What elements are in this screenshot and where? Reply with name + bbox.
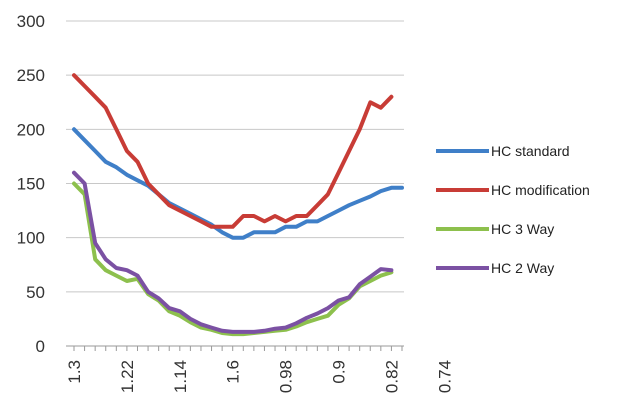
x-axis-ticks: 1.3 1.22 1.14 1.6 0.98 0.9 0.82 0.74	[65, 360, 454, 393]
legend-label: HC 2 Way	[491, 260, 554, 276]
legend-label: HC modification	[491, 182, 590, 198]
series-line-4	[72, 170, 394, 334]
legend-label: HC standard	[491, 143, 570, 159]
y-tick-label: 100	[17, 229, 45, 248]
series-line-1	[72, 127, 404, 240]
series-lines	[72, 73, 404, 337]
legend: HC standard HC modification HC 3 Way HC 2 W…	[436, 143, 590, 276]
x-tick-label: 0.9	[330, 360, 349, 384]
x-tick-label: 1.3	[65, 360, 84, 384]
y-tick-label: 0	[36, 337, 45, 356]
y-axis-ticks: 0 50 100 150 200 250 300	[17, 12, 45, 356]
x-tick-label: 0.98	[277, 360, 296, 393]
x-tick-label: 0.82	[382, 360, 401, 393]
y-tick-label: 250	[17, 66, 45, 85]
y-tick-label: 300	[17, 12, 45, 31]
x-tick-label: 0.74	[435, 360, 454, 393]
y-tick-label: 150	[17, 175, 45, 194]
series-line-2	[72, 73, 394, 229]
x-tick-label: 1.14	[171, 360, 190, 393]
gridlines	[66, 20, 404, 293]
x-tick-label: 1.6	[224, 360, 243, 384]
x-tick-label: 1.22	[118, 360, 137, 393]
y-tick-label: 200	[17, 120, 45, 139]
series-line-3	[72, 181, 394, 337]
axes	[66, 345, 404, 351]
legend-label: HC 3 Way	[491, 221, 554, 237]
y-tick-label: 50	[26, 283, 45, 302]
